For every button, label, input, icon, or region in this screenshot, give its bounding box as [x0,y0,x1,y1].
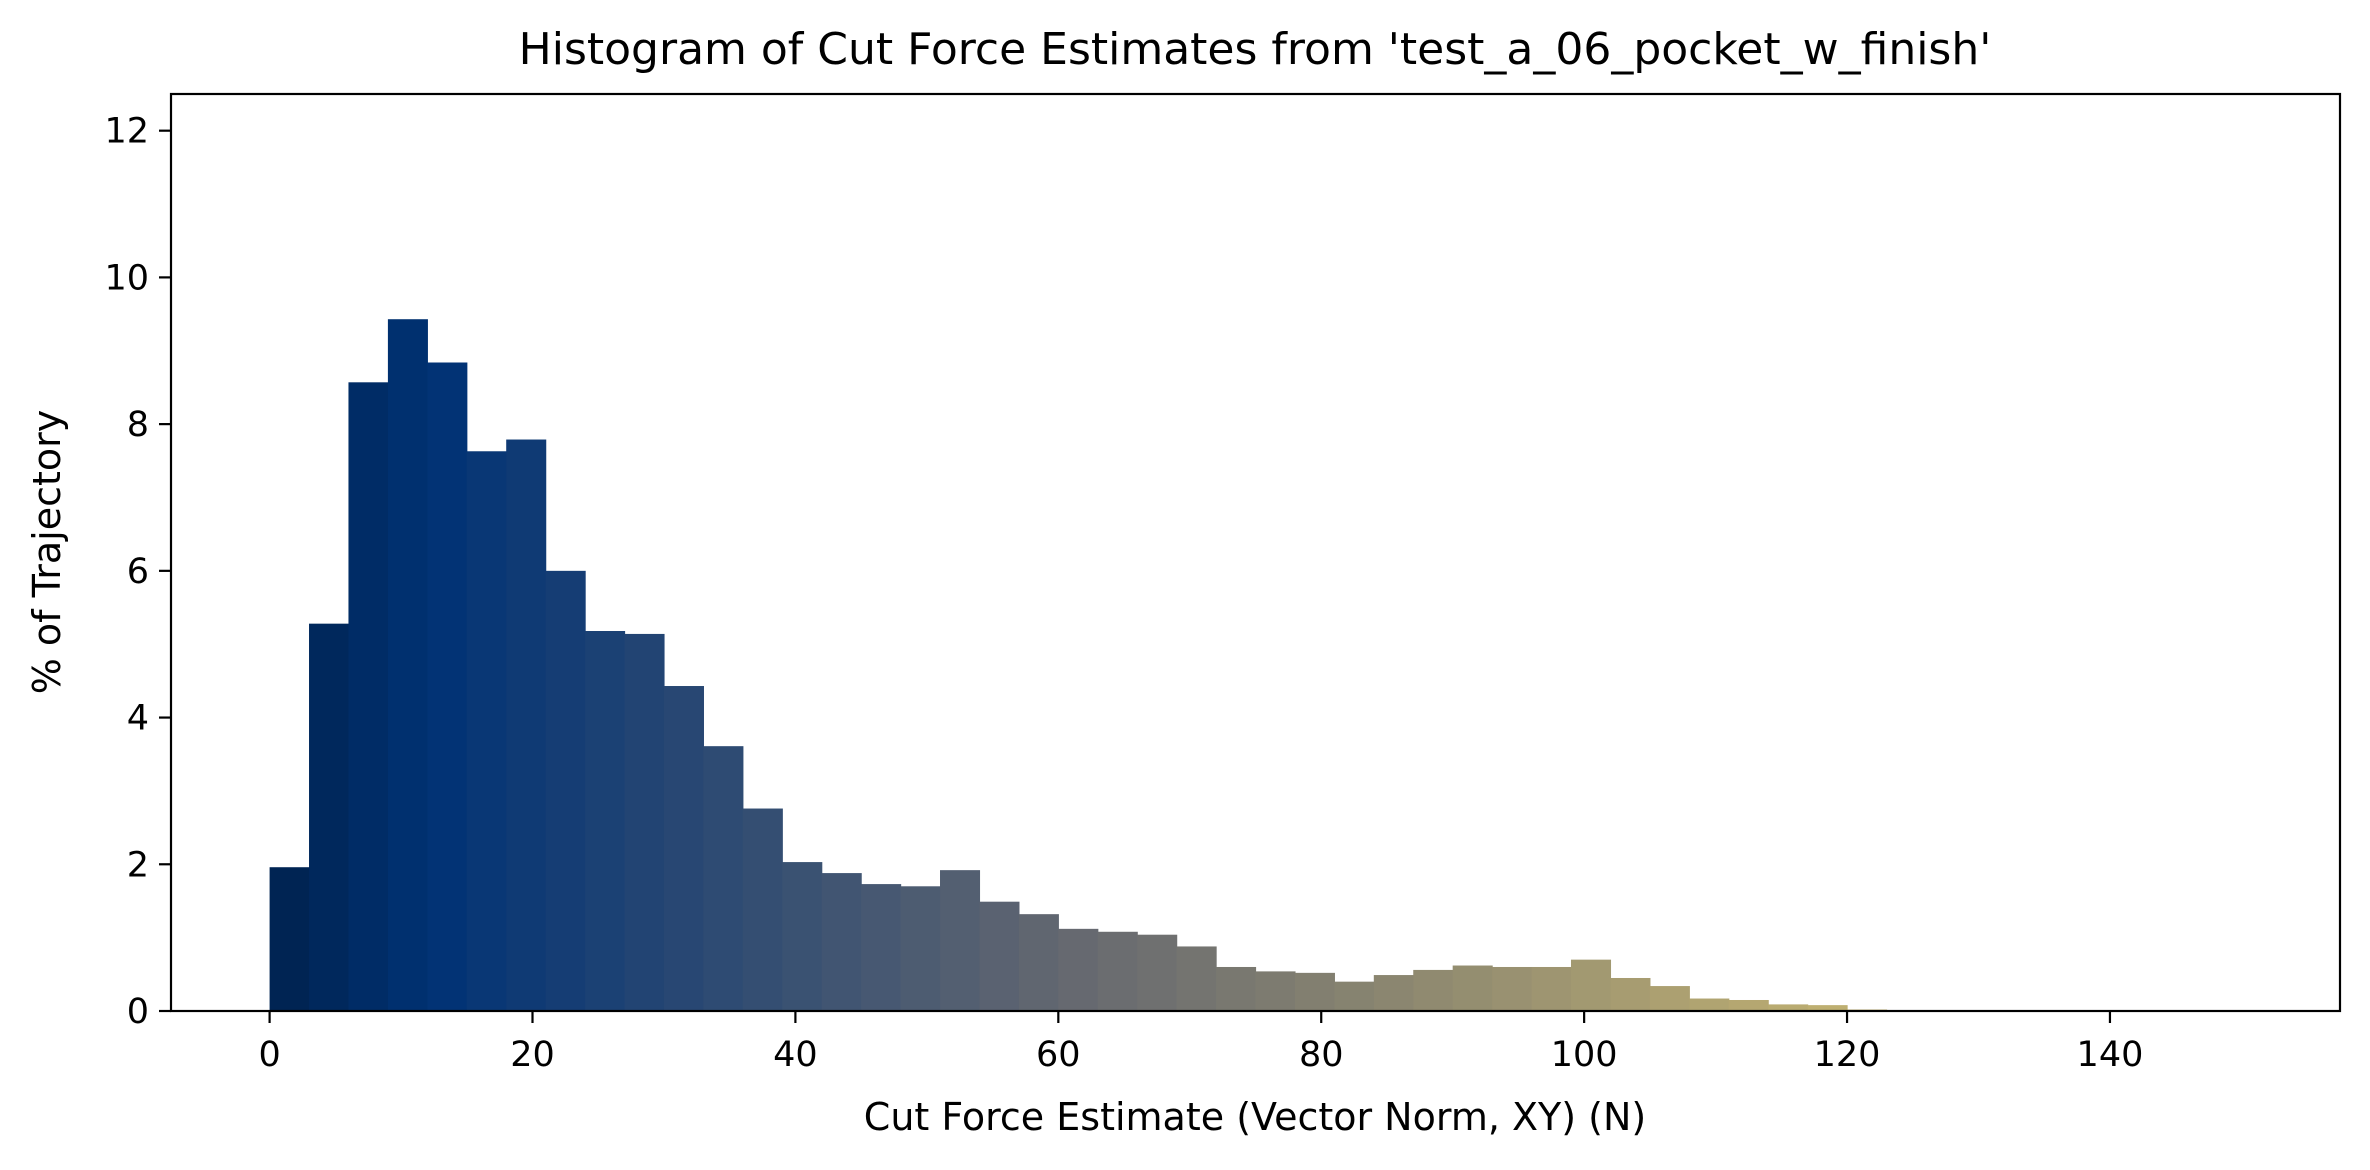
y-axis-label: % of Trajectory [25,410,69,695]
histogram-bar [427,362,468,1012]
y-tick-label: 12 [104,112,149,152]
histogram-bar [1492,966,1533,1011]
chart-title: Histogram of Cut Force Estimates from 't… [519,24,1992,75]
histogram-bar [1216,966,1257,1011]
histogram-bar [1334,981,1375,1011]
histogram-bar [1768,1004,1809,1011]
histogram-bar [269,867,310,1011]
histogram-bar [1807,1005,1848,1011]
x-tick-label: 120 [1814,1035,1881,1075]
y-axis-ticks: 0 2 4 6 8 10 12 [104,112,171,1032]
histogram-bar [387,319,428,1011]
y-tick-label: 10 [104,258,149,298]
histogram-bar [1649,986,1690,1011]
histogram-bar [624,633,665,1011]
bars-layer [269,319,1888,1012]
y-tick-label: 4 [127,699,149,739]
histogram-bar [1176,946,1217,1011]
histogram-bar [1570,959,1612,1011]
histogram-bar [1294,972,1335,1011]
x-tick-label: 0 [258,1035,280,1075]
histogram-bar [1689,998,1730,1011]
histogram-bar [1373,975,1414,1011]
histogram-bar [1531,966,1572,1011]
histogram-bar [466,451,507,1012]
histogram-bar [585,630,626,1011]
histogram-bar [1018,914,1059,1011]
x-tick-label: 40 [773,1035,818,1075]
x-tick-label: 80 [1299,1035,1344,1075]
histogram-bar [821,873,862,1011]
histogram-bar [1097,931,1138,1011]
histogram-bar [1137,934,1178,1011]
histogram-bar [979,901,1020,1011]
y-tick-label: 2 [127,845,149,885]
histogram-bar [861,884,902,1011]
histogram-bar [1413,969,1454,1011]
histogram-bar [742,808,783,1011]
histogram-bar [1452,965,1493,1011]
x-axis-label: Cut Force Estimate (Vector Norm, XY) (N) [864,1095,1646,1139]
histogram-bar [1255,971,1296,1011]
y-tick-label: 0 [127,992,149,1032]
histogram-bar [348,382,389,1011]
histogram-bar [1728,999,1769,1011]
histogram-bar [545,570,586,1011]
y-tick-label: 6 [127,552,149,592]
histogram-bar [940,870,981,1011]
histogram-bar [1058,928,1099,1011]
histogram-bar [703,746,744,1011]
plot-frame [169,92,2342,1013]
x-tick-label: 20 [510,1035,555,1075]
y-tick-label: 8 [127,405,149,445]
histogram-bar [782,862,823,1011]
histogram-bar [506,439,547,1011]
x-axis-ticks: 0 20 40 60 80 100 120 140 [258,1011,2143,1075]
histogram-bar [900,886,941,1011]
histogram-bar [309,623,350,1011]
x-tick-label: 140 [2077,1035,2144,1075]
x-tick-label: 100 [1551,1035,1618,1075]
x-tick-label: 60 [1036,1035,1081,1075]
histogram-bar [1610,977,1651,1011]
histogram-bar [663,686,704,1011]
